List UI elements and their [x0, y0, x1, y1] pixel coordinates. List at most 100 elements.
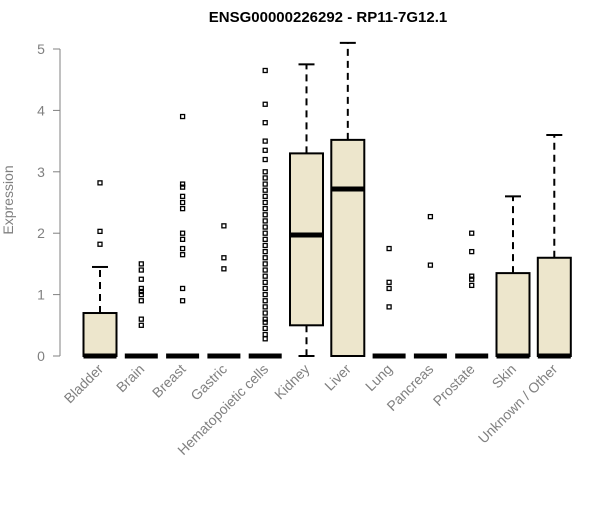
- boxes-group: [82, 41, 572, 359]
- outlier-point: [138, 267, 144, 273]
- outlier-point: [138, 276, 144, 282]
- y-tick-label: 3: [37, 164, 45, 180]
- outlier-point: [179, 181, 186, 187]
- outlier-point: [262, 156, 268, 163]
- outlier-point: [262, 147, 268, 153]
- outlier-point: [179, 230, 186, 236]
- outlier-point: [262, 230, 268, 236]
- box-hematopoietic-cells: [248, 67, 282, 359]
- outlier-point: [262, 120, 268, 126]
- x-tick-label: Liver: [321, 361, 354, 394]
- outlier-point: [262, 138, 268, 144]
- box-breast: [166, 113, 200, 359]
- box-body: [536, 256, 572, 358]
- outlier-point: [179, 252, 186, 258]
- outlier-point: [386, 285, 392, 292]
- box-gastric: [207, 223, 241, 359]
- outlier-point: [97, 228, 103, 235]
- x-tick-label: Prostate: [430, 361, 478, 409]
- box-brain: [124, 261, 158, 359]
- box-prostate: [455, 230, 489, 359]
- outlier-point: [262, 255, 268, 261]
- outlier-point: [138, 322, 144, 328]
- outlier-point: [262, 267, 268, 273]
- outlier-point: [427, 213, 434, 220]
- outlier-point: [262, 325, 268, 332]
- outlier-point: [179, 245, 186, 252]
- outlier-point: [179, 285, 186, 292]
- outlier-point: [221, 255, 227, 261]
- outlier-point: [262, 205, 268, 212]
- outlier-point: [469, 276, 475, 282]
- outlier-point: [138, 298, 144, 304]
- outlier-point: [179, 205, 186, 212]
- outlier-point: [469, 282, 475, 289]
- outlier-point: [262, 310, 268, 316]
- outlier-point: [262, 304, 268, 310]
- y-tick-label: 4: [37, 102, 45, 118]
- outlier-point: [179, 298, 186, 304]
- outlier-point: [138, 285, 144, 292]
- outlier-point: [469, 230, 475, 236]
- box-skin: [495, 195, 531, 359]
- y-tick-label: 2: [37, 225, 45, 241]
- x-tick-label: Bladder: [61, 361, 107, 407]
- chart-title: ENSG00000226292 - RP11-7G12.1: [209, 9, 448, 26]
- outlier-point: [262, 331, 268, 338]
- outlier-point: [262, 181, 268, 187]
- outlier-point: [179, 113, 186, 120]
- outlier-point: [179, 193, 186, 200]
- outlier-point: [262, 169, 268, 175]
- outlier-point: [262, 279, 268, 285]
- outlier-point: [262, 336, 268, 342]
- outlier-point: [262, 248, 268, 255]
- box-unknown-other: [536, 133, 572, 359]
- y-tick-label: 1: [37, 287, 45, 303]
- outlier-point: [262, 193, 268, 200]
- outlier-point: [469, 273, 475, 279]
- box-body: [289, 152, 324, 327]
- outlier-point: [386, 279, 392, 285]
- x-tick-label: Lung: [362, 361, 395, 394]
- box-bladder: [82, 180, 118, 359]
- outlier-point: [427, 262, 434, 268]
- outlier-point: [262, 319, 268, 325]
- outlier-point: [386, 304, 392, 310]
- outlier-point: [262, 175, 268, 181]
- outlier-point: [262, 224, 268, 230]
- outlier-point: [97, 180, 103, 186]
- outlier-point: [262, 236, 268, 242]
- outlier-point: [262, 242, 268, 249]
- y-axis: 0 1 2 3 4 5: [37, 41, 61, 364]
- outlier-point: [262, 285, 268, 292]
- y-tick-label: 5: [37, 41, 45, 57]
- outlier-point: [386, 245, 392, 252]
- outlier-point: [179, 184, 186, 190]
- outlier-point: [262, 101, 268, 107]
- outlier-point: [262, 298, 268, 304]
- outlier-point: [262, 67, 268, 74]
- box-liver: [330, 41, 366, 357]
- outlier-point: [262, 218, 268, 224]
- outlier-point: [138, 316, 144, 322]
- outlier-point: [262, 291, 268, 298]
- y-axis-label: Expression: [0, 165, 16, 234]
- x-tick-label: Kidney: [271, 361, 313, 403]
- outlier-point: [138, 288, 144, 295]
- outlier-point: [97, 241, 103, 247]
- outlier-point: [262, 316, 268, 322]
- box-body: [82, 312, 118, 357]
- outlier-point: [221, 223, 227, 229]
- outlier-point: [179, 236, 186, 242]
- outlier-point: [262, 261, 268, 267]
- outlier-point: [262, 199, 268, 206]
- outlier-point: [469, 248, 475, 255]
- outlier-point: [262, 187, 268, 193]
- box-lung: [372, 245, 406, 359]
- box-body: [495, 272, 531, 357]
- outlier-point: [138, 261, 144, 267]
- box-pancreas: [413, 213, 447, 359]
